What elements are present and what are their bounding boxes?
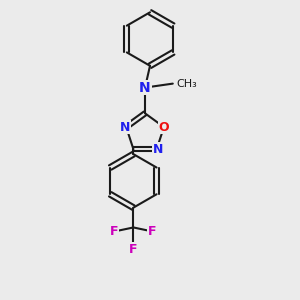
Text: N: N: [152, 143, 163, 156]
Text: CH₃: CH₃: [177, 79, 197, 88]
Text: F: F: [129, 243, 138, 256]
Text: F: F: [110, 225, 119, 238]
Text: F: F: [148, 225, 157, 238]
Text: O: O: [159, 121, 169, 134]
Text: N: N: [139, 81, 151, 94]
Text: N: N: [120, 121, 130, 134]
